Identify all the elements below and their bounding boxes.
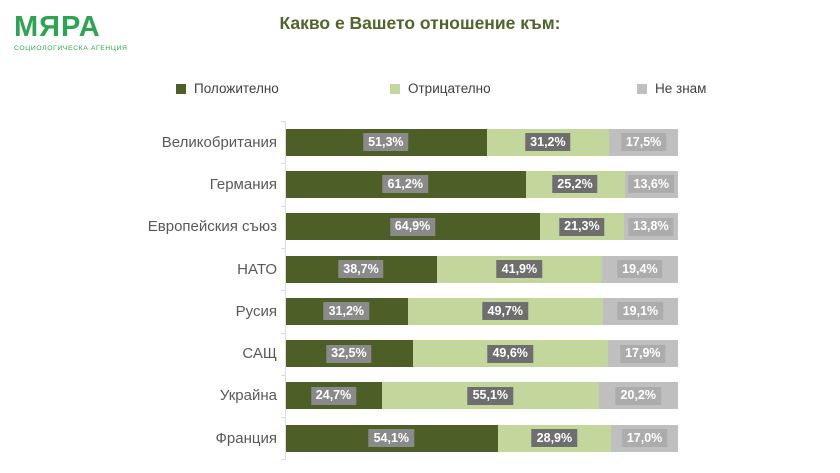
axis-tick-icon bbox=[281, 332, 286, 334]
bar-track: 61,2% 25,2% 13,6% bbox=[285, 170, 678, 198]
bar-track: 24,7% 55,1% 20,2% bbox=[285, 382, 678, 410]
bar-segment-negative: 41,9% bbox=[437, 255, 602, 283]
legend-swatch-dontknow-icon bbox=[637, 83, 647, 94]
bar-segment-negative: 49,7% bbox=[407, 297, 603, 325]
bar-segment-negative: 21,3% bbox=[540, 213, 624, 241]
chart-row: НАТО 38,7% 41,9% 19,4% bbox=[0, 248, 840, 290]
category-label: Великобритания bbox=[161, 133, 277, 151]
bar-segment-dontknow: 13,6% bbox=[624, 170, 678, 198]
bar-segment-positive: 64,9% bbox=[285, 213, 541, 241]
axis-tick-icon bbox=[281, 205, 286, 207]
data-label: 31,2% bbox=[323, 302, 370, 321]
legend-swatch-negative-icon bbox=[390, 83, 400, 94]
category-label: САЩ bbox=[242, 345, 277, 363]
axis-tick-icon bbox=[281, 459, 286, 461]
data-label: 31,2% bbox=[525, 133, 571, 152]
bar-segment-dontknow: 17,0% bbox=[611, 424, 678, 452]
bar-segment-dontknow: 17,5% bbox=[609, 128, 678, 156]
data-label: 61,2% bbox=[382, 175, 428, 194]
data-label: 41,9% bbox=[496, 260, 543, 279]
data-label: 20,2% bbox=[615, 386, 662, 405]
axis-tick-icon bbox=[281, 290, 286, 292]
bar-segment-positive: 38,7% bbox=[285, 255, 438, 283]
category-label: Германия bbox=[209, 175, 277, 193]
axis-tick-icon bbox=[281, 374, 286, 376]
bar-track: 31,2% 49,7% 19,1% bbox=[285, 297, 678, 325]
data-label: 13,6% bbox=[628, 175, 674, 194]
bar-segment-negative: 31,2% bbox=[486, 128, 610, 156]
chart-title: Какво е Вашето отношение към: bbox=[279, 13, 561, 33]
chart-row: Франция 54,1% 28,9% 17,0% bbox=[0, 417, 840, 459]
bar-segment-dontknow: 13,8% bbox=[623, 213, 678, 241]
data-label: 13,8% bbox=[628, 217, 674, 236]
bar-segment-negative: 28,9% bbox=[497, 424, 612, 452]
data-label: 64,9% bbox=[389, 217, 436, 236]
chart-row: Русия 31,2% 49,7% 19,1% bbox=[0, 290, 840, 332]
legend-item-positive: Положително bbox=[176, 81, 279, 96]
bar-segment-negative: 55,1% bbox=[382, 382, 599, 410]
chart-row: Германия 61,2% 25,2% 13,6% bbox=[0, 163, 840, 205]
data-label: 17,5% bbox=[620, 133, 667, 152]
bar-segment-positive: 31,2% bbox=[285, 297, 408, 325]
category-label: Франция bbox=[215, 429, 277, 447]
legend-label-positive: Положително bbox=[194, 81, 279, 96]
legend: Положително Отрицателно Не знам bbox=[0, 81, 840, 97]
bar-segment-positive: 54,1% bbox=[285, 424, 498, 452]
bar-segment-negative: 49,6% bbox=[412, 340, 608, 368]
bar-segment-dontknow: 19,4% bbox=[601, 255, 678, 283]
chart-row: САЩ 32,5% 49,6% 17,9% bbox=[0, 332, 840, 374]
bar-track: 54,1% 28,9% 17,0% bbox=[285, 424, 678, 452]
category-label: Европейския съюз bbox=[147, 218, 277, 236]
data-label: 54,1% bbox=[368, 429, 415, 448]
chart-row: Украйна 24,7% 55,1% 20,2% bbox=[0, 375, 840, 417]
data-label: 24,7% bbox=[310, 386, 357, 405]
bar-segment-positive: 32,5% bbox=[285, 340, 413, 368]
bar-track: 32,5% 49,6% 17,9% bbox=[285, 340, 678, 368]
legend-swatch-positive-icon bbox=[176, 83, 186, 94]
data-label: 17,0% bbox=[621, 429, 668, 448]
data-label: 38,7% bbox=[338, 260, 384, 279]
data-label: 17,9% bbox=[620, 344, 666, 363]
bar-segment-negative: 25,2% bbox=[525, 170, 625, 198]
bar-segment-dontknow: 19,1% bbox=[602, 297, 678, 325]
data-label: 28,9% bbox=[531, 429, 578, 448]
category-label: НАТО bbox=[237, 260, 277, 278]
axis-tick-icon bbox=[281, 163, 286, 165]
bar-segment-positive: 24,7% bbox=[285, 382, 383, 410]
legend-item-negative: Отрицателно bbox=[390, 81, 491, 96]
data-label: 55,1% bbox=[467, 386, 514, 405]
data-label: 25,2% bbox=[552, 175, 598, 194]
logo-name: МЯРА bbox=[14, 11, 101, 43]
bar-segment-positive: 61,2% bbox=[285, 170, 526, 198]
stacked-bar-chart: Великобритания 51,3% 31,2% 17,5% Германия 61,… bbox=[0, 121, 840, 461]
data-label: 49,7% bbox=[482, 302, 528, 321]
legend-item-dontknow: Не знам bbox=[637, 81, 706, 96]
category-label: Русия bbox=[235, 302, 277, 320]
bar-segment-positive: 51,3% bbox=[285, 128, 487, 156]
logo-subtitle: СОЦИОЛОГИЧЕСКА АГЕНЦИЯ bbox=[14, 45, 128, 52]
axis-tick-icon bbox=[281, 247, 286, 249]
data-label: 51,3% bbox=[363, 133, 409, 152]
data-label: 19,4% bbox=[617, 260, 663, 279]
data-label: 19,1% bbox=[617, 302, 664, 321]
bar-track: 38,7% 41,9% 19,4% bbox=[285, 255, 678, 283]
data-label: 49,6% bbox=[487, 344, 533, 363]
data-label: 32,5% bbox=[326, 344, 372, 363]
legend-label-negative: Отрицателно bbox=[408, 81, 491, 96]
agency-logo: МЯРА СОЦИОЛОГИЧЕСКА АГЕНЦИЯ bbox=[14, 11, 128, 53]
bar-segment-dontknow: 20,2% bbox=[598, 382, 678, 410]
data-label: 21,3% bbox=[559, 217, 605, 236]
chart-row: Великобритания 51,3% 31,2% 17,5% bbox=[0, 121, 840, 163]
bar-track: 51,3% 31,2% 17,5% bbox=[285, 128, 678, 156]
category-label: Украйна bbox=[219, 387, 277, 405]
bar-segment-dontknow: 17,9% bbox=[607, 340, 678, 368]
legend-label-dontknow: Не знам bbox=[655, 81, 707, 96]
axis-tick-icon bbox=[281, 121, 286, 122]
axis-tick-icon bbox=[281, 417, 286, 419]
chart-row: Европейския съюз 64,9% 21,3% 13,8% bbox=[0, 206, 840, 248]
bar-track: 64,9% 21,3% 13,8% bbox=[285, 213, 678, 241]
